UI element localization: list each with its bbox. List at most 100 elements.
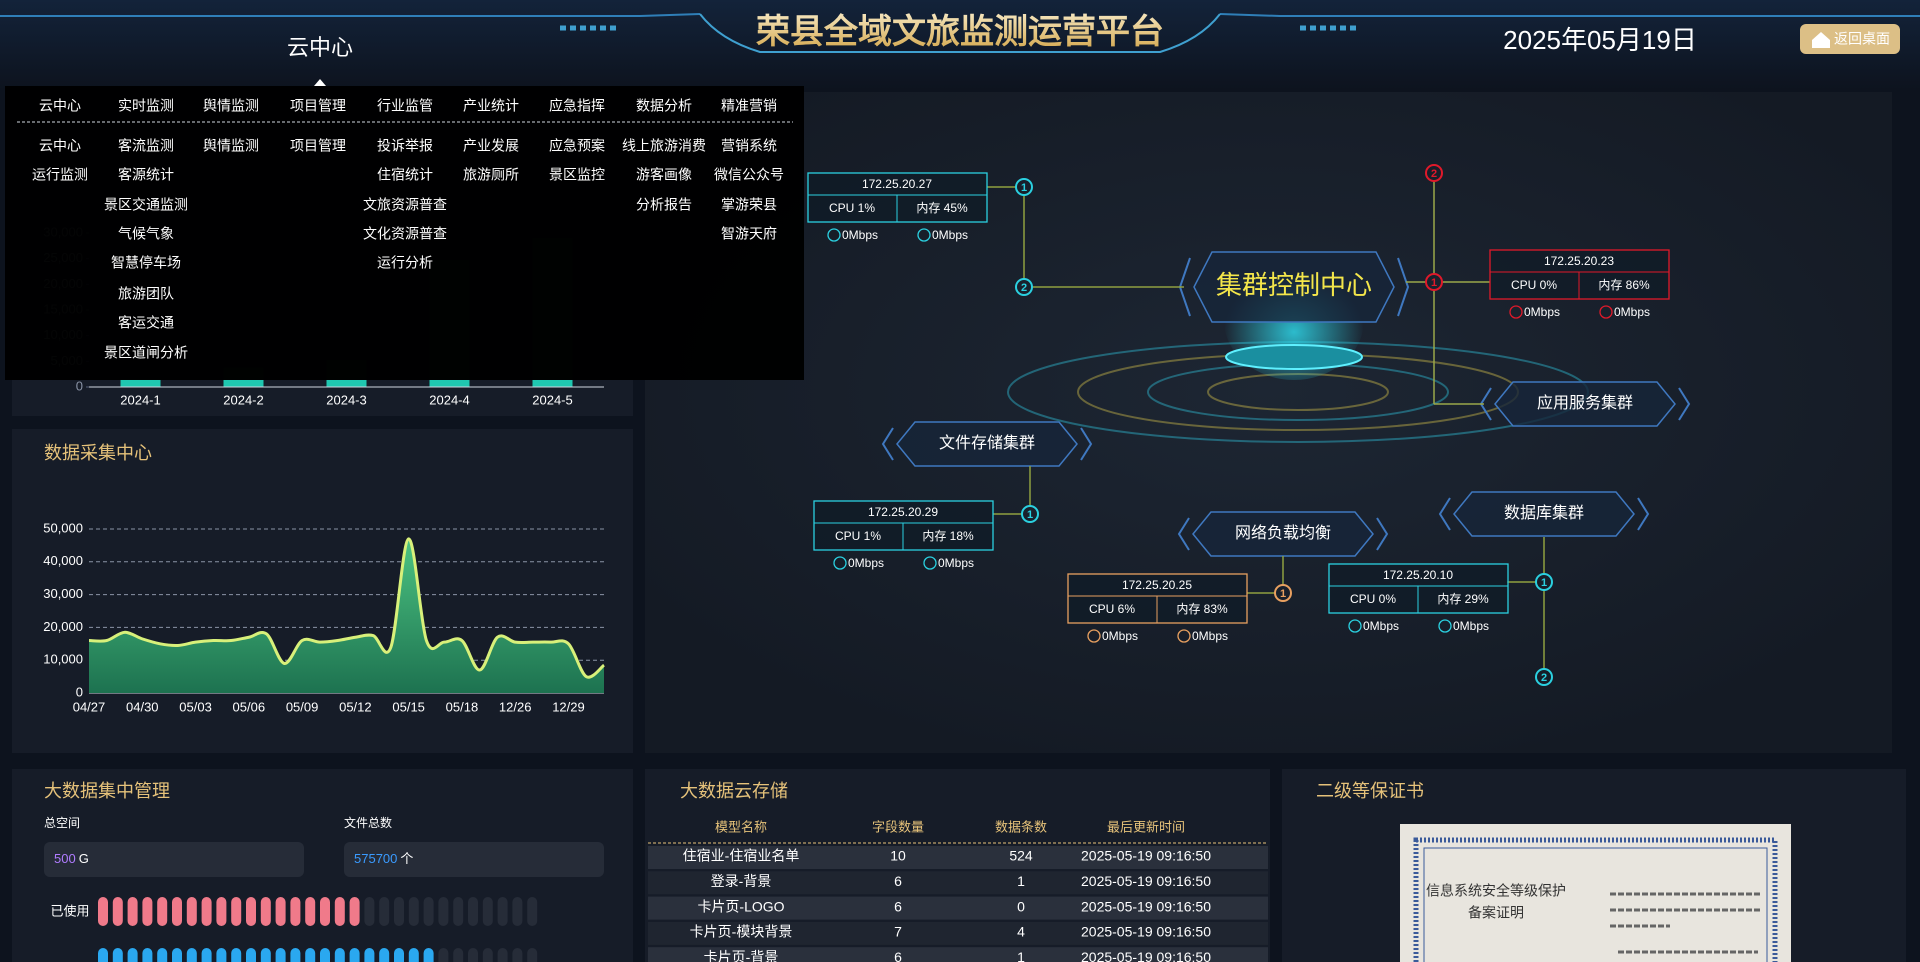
home-button-label[interactable]: 返回桌面 [1834, 31, 1890, 47]
usage-segment [246, 897, 256, 926]
table-cell: 卡片页-模块背景 [690, 924, 793, 940]
menu-tab[interactable]: 云中心 [39, 98, 81, 114]
menu-item[interactable]: 分析报告 [636, 197, 692, 213]
cluster-node-bracket [1177, 517, 1389, 551]
usage-segment [142, 948, 153, 962]
menu-item[interactable]: 微信公众号 [714, 167, 784, 183]
date: 2025年05月19日 [1503, 25, 1697, 55]
usage-segment [497, 897, 508, 926]
home-icon [1812, 32, 1830, 48]
usage-segment [527, 897, 538, 926]
usage-segment [275, 948, 286, 962]
cluster-label: 文件存储集群 [939, 434, 1035, 452]
menu-item[interactable]: 气候气象 [118, 226, 174, 242]
menu-tab[interactable]: 产业统计 [463, 98, 519, 114]
menu-tab[interactable]: 行业监管 [377, 98, 433, 114]
usage-segment [305, 897, 316, 926]
table-row [648, 896, 1268, 920]
active-tab[interactable]: 云中心 [287, 35, 353, 60]
menu-item[interactable]: 客源统计 [118, 167, 174, 183]
usage-segment [438, 948, 449, 962]
table-cell: 6 [894, 873, 902, 889]
menu-item[interactable]: 智慧停车场 [111, 255, 181, 271]
usage-segment [497, 948, 508, 962]
server-memory: 内存 86% [1598, 278, 1650, 292]
panel [12, 429, 633, 753]
panel-title: 大数据集中管理 [44, 781, 170, 801]
badge [1015, 278, 1033, 296]
badge [1535, 573, 1553, 591]
table-row [648, 921, 1268, 945]
badge-number: 2 [1431, 168, 1437, 180]
menu-item[interactable]: 运行监测 [32, 167, 88, 183]
usage-segment [290, 948, 301, 962]
table-cell: 2025-05-19 09:16:50 [1081, 873, 1211, 889]
menu-item[interactable]: 投诉举报 [377, 138, 433, 154]
menu-item[interactable]: 运行分析 [377, 255, 433, 271]
menu-tab[interactable]: 实时监测 [118, 98, 174, 114]
menu-tab[interactable]: 舆情监测 [203, 98, 259, 114]
menu-item[interactable]: 营销系统 [721, 138, 777, 154]
table-header: 数据条数 [995, 819, 1047, 834]
table-cell: 2025-05-19 09:16:50 [1081, 898, 1211, 914]
menu-item[interactable]: 智游天府 [721, 226, 777, 242]
menu-item[interactable]: 云中心 [39, 138, 81, 154]
menu-tab[interactable]: 应急指挥 [549, 98, 605, 114]
server-ip: 172.25.20.23 [1544, 254, 1614, 268]
menu-item[interactable]: 舆情监测 [203, 138, 259, 154]
usage-segment [349, 897, 360, 926]
menu-tab[interactable]: 精准营销 [721, 98, 777, 114]
menu-item[interactable]: 线上旅游消费 [622, 138, 706, 154]
server-cpu: CPU 1% [829, 201, 875, 215]
table-cell: 卡片页-背景 [704, 949, 779, 962]
menu-tab[interactable]: 数据分析 [636, 98, 692, 114]
menu-item[interactable]: 客流监测 [118, 138, 174, 154]
server-memory: 内存 83% [1176, 602, 1228, 616]
menu-item[interactable]: 文旅资源普查 [363, 197, 447, 213]
menu-item[interactable]: 掌游荣县 [721, 197, 777, 213]
header-line [0, 13, 1920, 17]
table-cell: 1 [1017, 949, 1025, 962]
menu-item[interactable]: 住宿统计 [377, 167, 433, 183]
server-cpu: CPU 0% [1350, 592, 1396, 606]
stat-box [44, 842, 304, 877]
certificate-border [1423, 847, 1768, 962]
x-tick-label: 05/03 [179, 699, 212, 714]
menu-item[interactable]: 文化资源普查 [363, 226, 447, 242]
badge [1274, 584, 1292, 602]
menu-item[interactable]: 景区道闸分析 [104, 345, 188, 361]
traffic-icon [917, 228, 931, 242]
usage-segment [468, 948, 478, 962]
x-tick-label: 05/06 [233, 699, 266, 714]
menu-item[interactable]: 客运交通 [118, 315, 174, 331]
server-cpu: CPU 1% [835, 529, 881, 543]
usage-segment [320, 948, 330, 962]
menu-tab[interactable]: 项目管理 [290, 98, 346, 114]
menu-item[interactable]: 应急预案 [549, 138, 605, 154]
menu-item[interactable]: 景区交通监测 [104, 197, 188, 213]
usage-segment [201, 897, 212, 926]
menu-pointer [314, 79, 326, 86]
table-cell: 7 [894, 924, 902, 940]
stat-box [344, 842, 604, 877]
cluster-node-bracket [881, 427, 1093, 461]
usage-segment [275, 897, 286, 926]
menu-item[interactable]: 景区监控 [549, 167, 605, 183]
menu-item[interactable]: 产业发展 [463, 138, 519, 154]
usage-segment [349, 948, 360, 962]
menu-item[interactable]: 游客画像 [636, 167, 692, 183]
table-cell: 0 [1017, 898, 1025, 914]
usage-segment [186, 897, 197, 926]
cluster-node [1453, 491, 1635, 537]
traffic-down: 0Mbps [1453, 619, 1489, 633]
badge-number: 1 [1027, 509, 1033, 521]
traffic-icon [1348, 619, 1362, 633]
menu-item[interactable]: 旅游厕所 [463, 167, 519, 183]
menu-item[interactable]: 项目管理 [290, 138, 346, 154]
menu [5, 86, 804, 380]
traffic-icon [1177, 629, 1191, 643]
badge-number: 2 [1021, 282, 1027, 294]
menu-item[interactable]: 旅游团队 [118, 286, 174, 302]
stat-label: 文件总数 [344, 815, 392, 830]
